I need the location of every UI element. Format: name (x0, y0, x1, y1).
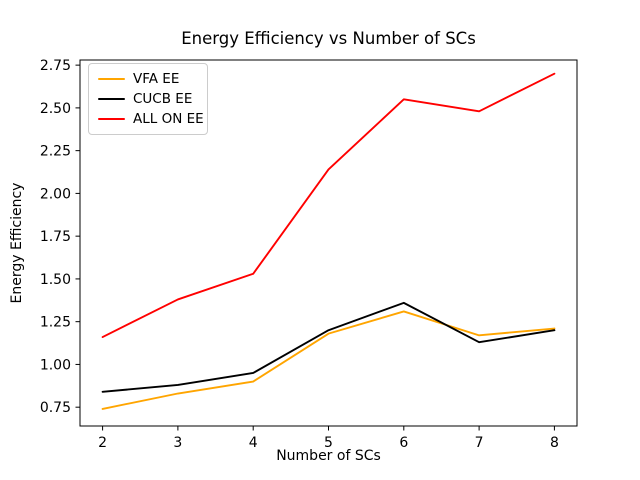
series-line-cucb-ee (101, 301, 556, 393)
x-tick-label: 7 (475, 435, 484, 451)
y-tick-label: 0.75 (40, 400, 71, 416)
x-axis-label: Number of SCs (276, 448, 381, 464)
x-tick-label: 3 (173, 435, 182, 451)
y-tick-label: 2.50 (40, 101, 71, 117)
legend-swatch-cucb-ee (98, 97, 125, 101)
y-tick-label: 2.25 (40, 144, 71, 160)
legend: VFA EE CUCB EE ALL ON EE (88, 63, 208, 135)
y-tick-label: 2.00 (40, 186, 71, 202)
x-tick-label: 6 (399, 435, 408, 451)
legend-label-all-on-ee: ALL ON EE (133, 111, 204, 127)
series-line-vfa-ee (101, 310, 556, 410)
legend-item-cucb-ee: CUCB EE (98, 89, 199, 109)
chart-title: Energy Efficiency vs Number of SCs (181, 29, 476, 48)
y-tick-label: 2.75 (40, 58, 71, 74)
x-tick-label: 8 (550, 435, 559, 451)
x-tick-label: 4 (249, 435, 258, 451)
legend-swatch-all-on-ee (98, 117, 125, 121)
x-tick-label: 2 (98, 435, 107, 451)
y-tick-label: 1.00 (40, 357, 71, 373)
legend-label-cucb-ee: CUCB EE (133, 91, 193, 107)
y-tick-label: 1.75 (40, 229, 71, 245)
y-tick-label: 1.50 (40, 272, 71, 288)
legend-item-vfa-ee: VFA EE (98, 69, 199, 89)
legend-item-all-on-ee: ALL ON EE (98, 109, 204, 129)
series-line-all-on-ee (101, 72, 556, 339)
legend-swatch-vfa-ee (98, 77, 125, 81)
x-tick-label: 5 (324, 435, 333, 451)
legend-label-vfa-ee: VFA EE (133, 71, 180, 87)
y-tick-label: 1.25 (40, 315, 71, 331)
